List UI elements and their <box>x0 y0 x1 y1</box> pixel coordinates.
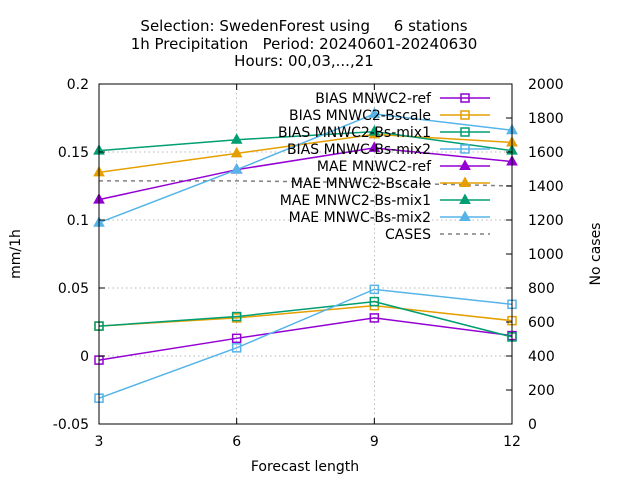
y2-tick-label: 600 <box>528 315 555 331</box>
legend-label: MAE MNWC2-Bscale <box>291 176 431 192</box>
legend-label: BIAS MNWC2-Bs-mix1 <box>278 125 431 141</box>
legend-marker <box>459 210 471 221</box>
legend-label: MAE MNWC2-Bs-mix1 <box>280 193 431 209</box>
axis-ticks <box>98 83 513 425</box>
grid-lines <box>99 84 512 424</box>
legend-marker <box>460 144 470 154</box>
chart-title-line-3: Hours: 00,03,...,21 <box>234 52 374 70</box>
series-line-mae-mnwc2-bs-mix1 <box>98 130 513 152</box>
series-line-mae-mnwc-bs-mix2 <box>98 113 513 224</box>
series-bias-mnwc-bs-mix2 <box>94 284 517 403</box>
y2-tick-label: 2000 <box>528 77 564 93</box>
legend-entry-mae-mnwc2-bscale: MAE MNWC2-Bscale <box>291 176 490 192</box>
legend-entry-mae-mnwc-bs-mix2: MAE MNWC-Bs-mix2 <box>289 210 490 226</box>
y2-tick-label: 1000 <box>528 247 564 263</box>
legend-entry-bias-mnwc-bs-mix2: BIAS MNWC-Bs-mix2 <box>287 142 490 158</box>
series-line-mae-mnwc2-ref <box>98 147 513 201</box>
legend-entry-bias-mnwc2-bscale: BIAS MNWC2-Bscale <box>289 108 490 124</box>
legend-marker <box>460 127 470 137</box>
series-line-bias-mnwc2-bs-mix1 <box>98 300 513 338</box>
cases-series-layer <box>99 180 513 187</box>
data-point-bias-mnwc2-bs-mix1 <box>369 296 380 307</box>
data-point-bias-mnwc-bs-mix2 <box>369 284 380 295</box>
legend-label: BIAS MNWC2-Bscale <box>289 108 431 124</box>
data-point-mae-mnwc2-bs-mix1 <box>230 133 243 144</box>
data-point-mae-mnwc2-bs-mix1 <box>368 125 381 136</box>
legend-marker <box>459 193 471 204</box>
x-tick-label: 6 <box>232 434 241 450</box>
y-tick-label: 0 <box>80 349 89 365</box>
y2-tick-label: 200 <box>528 383 555 399</box>
series-line-mae-mnwc2-bscale <box>98 133 513 174</box>
legend-marker <box>459 176 471 187</box>
legend-entry-cases: CASES <box>385 227 490 243</box>
legend-entry-mae-mnwc2-ref: MAE MNWC2-ref <box>317 159 490 175</box>
y2-tick-label: 1400 <box>528 179 564 195</box>
series-line-cases <box>99 180 513 187</box>
y2-tick-label: 1200 <box>528 213 564 229</box>
data-point-mae-mnwc2-ref <box>368 141 381 152</box>
series-line-bias-mnwc-bs-mix2 <box>98 288 513 399</box>
y2-tick-labels: 0 200 400 600 800 1000 1200 1400 1600 1800 2000 <box>528 77 564 433</box>
legend-label: BIAS MNWC-Bs-mix2 <box>287 142 431 158</box>
x-axis-label: Forecast length <box>251 459 359 475</box>
legend-marker <box>460 110 470 120</box>
y-tick-label: -0.05 <box>53 417 89 433</box>
legend-label: CASES <box>385 227 431 243</box>
legend-entry-mae-mnwc2-bs-mix1: MAE MNWC2-Bs-mix1 <box>280 193 490 209</box>
legend-label: MAE MNWC2-ref <box>317 159 432 175</box>
chart-title-line-2: 1h Precipitation Period: 20240601-202406… <box>131 35 478 53</box>
y-tick-label: 0.05 <box>58 281 89 297</box>
legend-marker <box>460 93 470 103</box>
data-point-bias-mnwc2-ref <box>369 313 380 323</box>
data-point-bias-mnwc2-bs-mix1 <box>231 311 242 322</box>
data-point-mae-mnwc2-bscale <box>230 146 243 158</box>
legend-label: BIAS MNWC2-ref <box>315 91 432 107</box>
y-tick-label: 0.15 <box>58 145 89 161</box>
chart-title: Selection: SwedenForest using 6 stations… <box>131 17 478 70</box>
y2-tick-label: 0 <box>528 417 537 433</box>
x-tick-label: 3 <box>95 434 104 450</box>
y2-tick-label: 1800 <box>528 111 564 127</box>
series-cases <box>99 180 513 187</box>
data-point-mae-mnwc-bs-mix2 <box>368 107 381 118</box>
legend-label: MAE MNWC-Bs-mix2 <box>289 210 431 226</box>
chart-title-line-1: Selection: SwedenForest using 6 stations <box>140 17 467 35</box>
legend-entry-bias-mnwc2-bs-mix1: BIAS MNWC2-Bs-mix1 <box>278 125 490 141</box>
y-tick-label: 0.2 <box>67 77 89 93</box>
y-axis-label: mm/1h <box>8 229 24 279</box>
legend-entry-bias-mnwc2-ref: BIAS MNWC2-ref <box>315 91 490 107</box>
y2-tick-label: 1600 <box>528 145 564 161</box>
y-tick-labels: -0.05 0 0.05 0.1 0.15 0.2 <box>53 77 89 433</box>
y-tick-label: 0.1 <box>67 213 89 229</box>
data-point-mae-mnwc-bs-mix2 <box>230 163 243 174</box>
x-tick-labels: 3 6 9 12 <box>95 434 521 450</box>
data-point-bias-mnwc2-ref <box>231 333 242 344</box>
series-line-bias-mnwc2-ref <box>98 317 513 361</box>
legend-marker <box>459 159 471 170</box>
data-point-bias-mnwc-bs-mix2 <box>231 343 242 353</box>
y2-tick-label: 400 <box>528 349 555 365</box>
series-bias-mnwc2-bscale <box>94 300 517 331</box>
x-tick-label: 9 <box>370 434 379 450</box>
y2-axis-label: No cases <box>588 223 604 286</box>
series-bias-mnwc2-ref <box>94 313 517 365</box>
y2-tick-label: 800 <box>528 281 555 297</box>
x-tick-label: 12 <box>503 434 521 450</box>
